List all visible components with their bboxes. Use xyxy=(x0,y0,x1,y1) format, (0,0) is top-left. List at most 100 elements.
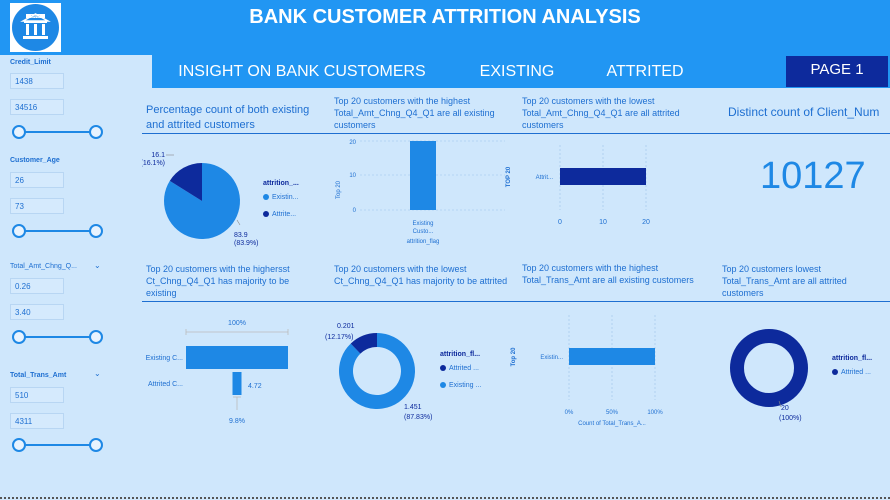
data-label: 83.9 xyxy=(234,232,248,239)
y-tick: Attrit... xyxy=(536,175,554,181)
x-tick: 0% xyxy=(565,410,574,416)
client-count-value: 10127 xyxy=(760,155,866,197)
total-trans-amt-slider-track[interactable] xyxy=(19,444,97,446)
y-axis-title: TOP 20 xyxy=(506,166,512,187)
legend-item-attrited[interactable]: Attrited ... xyxy=(440,365,479,372)
donut-chart-lowest-trans-amt[interactable]: 20 (100%) xyxy=(715,315,825,427)
customer-age-max-input[interactable]: 73 xyxy=(10,198,64,214)
x-tick: 20 xyxy=(642,219,650,226)
pie-chart-attrition[interactable]: 16.1 (16.1%) 83.9 (83.9%) xyxy=(142,140,322,255)
total-amt-chng-max-input[interactable]: 3.40 xyxy=(10,304,64,320)
filter-label-credit-limit: Credit_Limit xyxy=(10,59,51,66)
filter-label-total-amt-chng: Total_Amt_Chng_Q... xyxy=(10,263,77,270)
donut-slice-attrited[interactable] xyxy=(730,329,808,407)
bank-logo: BANK xyxy=(10,3,61,52)
legend-label: Attrited ... xyxy=(841,369,871,376)
total-trans-amt-slider-max-handle[interactable] xyxy=(89,438,103,452)
caption-top20-highest-ct-chng: Top 20 customers with the highersst Ct_C… xyxy=(146,264,290,298)
caption-top20-lowest-trans-amt: Top 20 customers lowest Total_Trans_Amt … xyxy=(722,264,847,298)
credit-limit-slider-max-handle[interactable] xyxy=(89,125,103,139)
funnel-bar-attrited[interactable] xyxy=(232,372,242,395)
y-axis-title: Top 20 xyxy=(336,180,342,199)
legend-label: Existing ... xyxy=(449,382,482,389)
legend-title: attrition_fl... xyxy=(832,355,873,362)
legend-label: Attrite... xyxy=(272,211,297,218)
filter-sidebar xyxy=(0,55,120,499)
filter-label-customer-age: Customer_Age xyxy=(10,157,60,164)
legend-label: Existin... xyxy=(272,194,299,201)
bar-chart-lowest-amt-chng[interactable]: TOP 20 Attrit... 0 10 20 xyxy=(498,135,688,235)
total-trans-amt-min-input[interactable]: 510 xyxy=(10,387,64,403)
legend-item-existing[interactable]: Existin... xyxy=(263,194,298,201)
credit-limit-min-input[interactable]: 1438 xyxy=(10,73,64,89)
total-amt-chng-slider-min-handle[interactable] xyxy=(12,330,26,344)
funnel-chart-highest-ct-chng[interactable]: 100% Existing C... Attrited C... 4.72 9.… xyxy=(130,312,320,430)
caption-top20-lowest-amt-chng: Top 20 customers with the lowest Total_A… xyxy=(522,96,680,130)
customer-age-min-input[interactable]: 26 xyxy=(10,172,64,188)
y-tick: 20 xyxy=(349,140,356,146)
bar-attrited[interactable] xyxy=(560,168,646,185)
caption-top20-highest-trans-amt: Top 20 customers with the highest Total_… xyxy=(522,263,694,285)
credit-limit-slider-track[interactable] xyxy=(19,131,97,133)
x-tick: 50% xyxy=(606,410,619,416)
bank-icon: BANK xyxy=(12,4,59,51)
data-label: 16.1 xyxy=(151,152,165,159)
y-tick: Existin... xyxy=(540,355,563,361)
y-tick: 10 xyxy=(349,173,356,179)
legend-item-attrited[interactable]: Attrite... xyxy=(263,211,296,218)
legend-label: Attrited ... xyxy=(449,365,479,372)
data-label: 0.201 xyxy=(337,323,355,330)
chevron-down-icon[interactable]: ⌄ xyxy=(94,369,101,378)
bar-chart-highest-trans-amt[interactable]: Top 20 Existin... 0% 50% 100% Count of T… xyxy=(505,310,685,430)
bar-existing[interactable] xyxy=(569,348,655,365)
filter-label-total-trans-amt: Total_Trans_Amt xyxy=(10,372,67,379)
donut-chart-lowest-ct-chng[interactable]: 0.201 (12.17%) 1.451 (87.83%) xyxy=(322,315,437,427)
x-tick: 100% xyxy=(647,410,663,416)
customer-age-slider-max-handle[interactable] xyxy=(89,224,103,238)
caption-top20-highest-amt-chng: Top 20 customers with the highest Total_… xyxy=(334,96,495,130)
data-label: (16.1%) xyxy=(142,160,165,167)
total-amt-chng-slider-max-handle[interactable] xyxy=(89,330,103,344)
customer-age-slider-min-handle[interactable] xyxy=(12,224,26,238)
x-axis-title: attrition_flag xyxy=(407,239,440,245)
data-label: (83.9%) xyxy=(234,240,259,247)
data-label: (12.17%) xyxy=(325,334,353,341)
data-label: (100%) xyxy=(779,415,802,422)
x-tick: 10 xyxy=(599,219,607,226)
row-divider-top xyxy=(142,133,890,134)
y-tick: 0 xyxy=(353,208,357,214)
tab-insight[interactable]: INSIGHT ON BANK CUSTOMERS xyxy=(158,56,446,87)
data-label: 9.8% xyxy=(229,418,245,425)
x-tick: Custo... xyxy=(413,229,434,235)
data-label: 1.451 xyxy=(404,404,422,411)
x-tick: 0 xyxy=(558,219,562,226)
funnel-bar-existing[interactable] xyxy=(186,346,288,369)
legend-title: attrition_fl... xyxy=(440,351,481,358)
caption-distinct-client-count: Distinct count of Client_Num xyxy=(728,105,880,119)
donut-slice-existing[interactable] xyxy=(339,333,415,409)
page-border xyxy=(0,497,890,499)
total-trans-amt-max-input[interactable]: 4311 xyxy=(10,413,64,429)
caption-top20-lowest-ct-chng: Top 20 customers with the lowest Ct_Chng… xyxy=(334,264,508,286)
total-amt-chng-min-input[interactable]: 0.26 xyxy=(10,278,64,294)
legend-item-existing[interactable]: Existing ... xyxy=(440,382,481,389)
total-trans-amt-slider-min-handle[interactable] xyxy=(12,438,26,452)
page-button[interactable]: PAGE 1 xyxy=(786,56,888,87)
credit-limit-slider-min-handle[interactable] xyxy=(12,125,26,139)
tab-existing[interactable]: EXISTING xyxy=(458,56,576,87)
bar-existing[interactable] xyxy=(410,141,436,210)
data-label: (87.83%) xyxy=(404,414,432,421)
donut-slice-attrited[interactable] xyxy=(350,333,377,354)
pie-slice-attrited[interactable] xyxy=(169,163,202,201)
legend-title: attrition_... xyxy=(263,180,299,187)
page-title: BANK CUSTOMER ATTRITION ANALYSIS xyxy=(249,6,641,28)
column-chart-highest-amt-chng[interactable]: Top 20 20 10 0 Existing Custo... attriti… xyxy=(330,135,510,250)
x-axis-title: Count of Total_Trans_A... xyxy=(578,421,646,427)
tab-attrited[interactable]: ATTRITED xyxy=(588,56,702,87)
legend-item-attrited[interactable]: Attrited ... xyxy=(832,369,871,376)
customer-age-slider-track[interactable] xyxy=(19,230,97,232)
credit-limit-max-input[interactable]: 34516 xyxy=(10,99,64,115)
chevron-down-icon[interactable]: ⌄ xyxy=(94,261,101,270)
total-amt-chng-slider-track[interactable] xyxy=(19,336,97,338)
data-label: 4.72 xyxy=(248,383,262,390)
